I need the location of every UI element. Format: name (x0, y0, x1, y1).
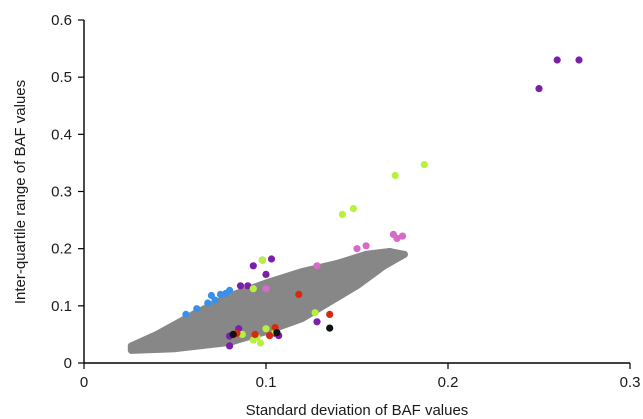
data-point (262, 270, 270, 278)
points-layer (182, 56, 583, 350)
data-point (226, 286, 234, 294)
y-tick-label: 0.6 (51, 12, 72, 29)
data-point (229, 330, 237, 338)
data-point (267, 255, 276, 263)
data-point (249, 285, 257, 293)
data-point (238, 330, 246, 338)
data-point (393, 234, 401, 242)
y-axis-title: Inter-quartile range of BAF values (12, 80, 29, 304)
y-tick-label: 0.1 (51, 298, 72, 315)
x-tick-label: 0 (80, 374, 88, 391)
data-point (553, 56, 561, 64)
data-point (368, 256, 376, 264)
data-point (258, 256, 266, 264)
data-point (273, 329, 281, 337)
data-point (249, 336, 257, 344)
y-tick-label: 0 (64, 355, 72, 372)
data-point (353, 245, 361, 253)
data-point (313, 262, 321, 270)
data-point (244, 282, 252, 290)
data-point (326, 324, 334, 332)
data-point (338, 263, 346, 271)
data-point (207, 291, 215, 300)
data-point (204, 299, 212, 307)
data-point (420, 161, 428, 169)
axes-layer (83, 20, 630, 364)
data-point (289, 273, 297, 281)
x-tick-label: 0.2 (438, 374, 459, 391)
data-point (398, 232, 407, 240)
data-point (400, 250, 408, 258)
ticks-layer: 0 0.1 0.2 0.3 0 0.1 0.2 0.3 0.4 0.5 0.6 (51, 12, 640, 391)
x-tick-label: 0.1 (256, 374, 277, 391)
data-point (226, 342, 234, 350)
data-point (349, 205, 357, 213)
x-axis-title: Standard deviation of BAF values (246, 402, 469, 419)
y-tick-label: 0.2 (51, 241, 72, 258)
data-point (251, 330, 259, 338)
data-point (262, 325, 270, 333)
data-point (575, 56, 583, 64)
y-tick-label: 0.4 (51, 126, 72, 143)
data-point (311, 309, 319, 317)
y-tick-label: 0.5 (51, 69, 72, 86)
data-point (266, 332, 274, 340)
data-point (256, 339, 265, 347)
data-point (262, 285, 270, 293)
data-point (338, 210, 346, 218)
data-point (535, 85, 543, 93)
data-point (371, 250, 379, 258)
data-point (362, 242, 370, 250)
data-point (236, 282, 245, 290)
y-tick-label: 0.3 (51, 184, 72, 201)
data-point (295, 290, 303, 298)
x-tick-label: 0.3 (620, 374, 641, 391)
data-point (182, 310, 190, 318)
data-point (349, 256, 357, 264)
data-point (391, 171, 399, 180)
data-point (249, 262, 257, 270)
data-point (271, 287, 279, 296)
data-point (326, 310, 334, 318)
data-point (386, 247, 394, 256)
data-point (313, 318, 321, 326)
data-point (193, 305, 201, 313)
data-point (216, 290, 225, 298)
